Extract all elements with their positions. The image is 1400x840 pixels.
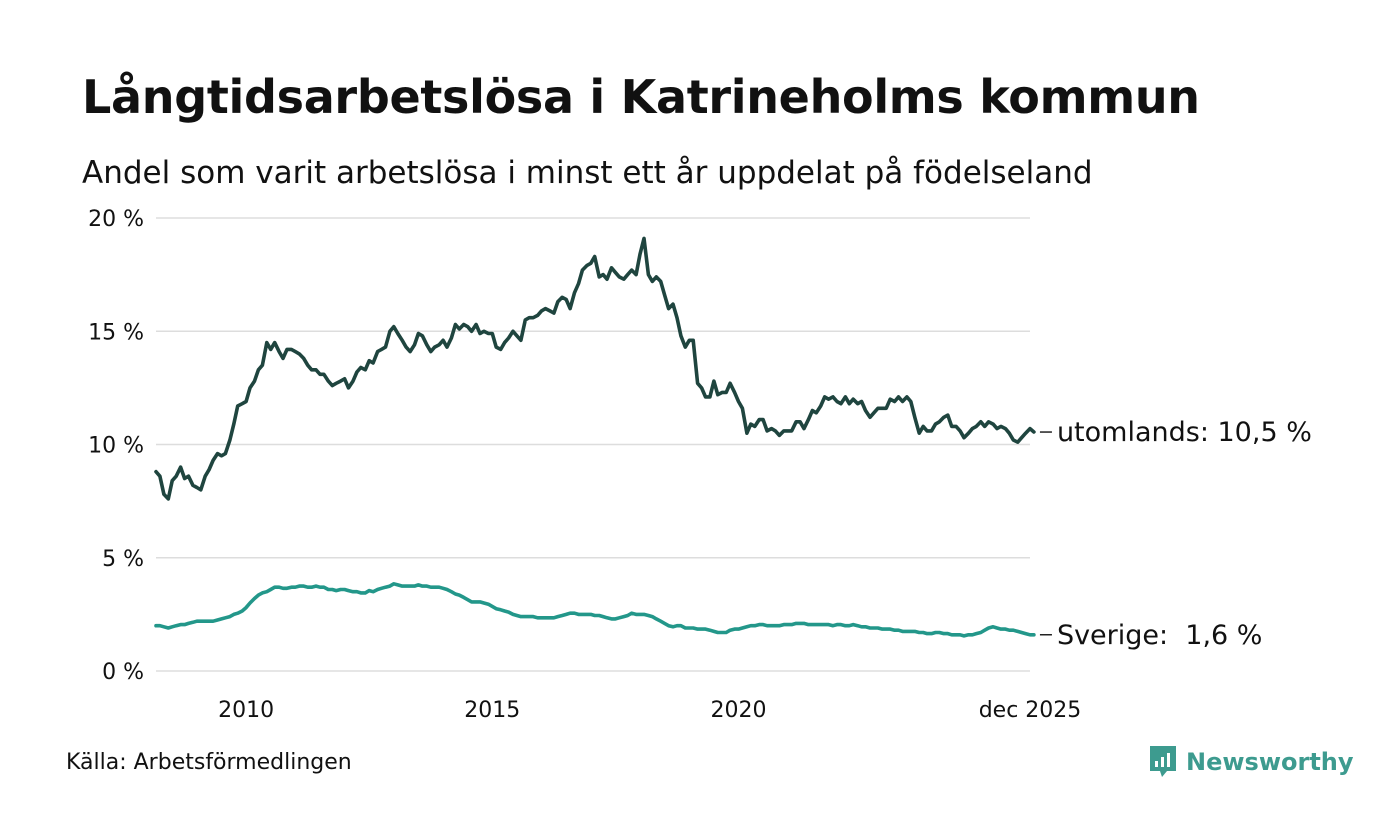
y-tick-label: 5 %: [102, 547, 144, 572]
grid-lines: [156, 217, 1030, 672]
y-tick-label: 10 %: [88, 434, 144, 459]
x-tick-label: dec 2025: [979, 698, 1082, 723]
series-line-utomlands: [154, 236, 1036, 501]
end-label-utomlands: utomlands: 10,5 %: [1057, 417, 1312, 448]
newsworthy-logo-icon: [1150, 746, 1176, 777]
y-tick-label: 20 %: [88, 207, 144, 232]
brand-logo: Newsworthy: [1148, 744, 1354, 780]
y-tick-label: 0 %: [102, 660, 144, 685]
chart-title: Långtidsarbetslösa i Katrineholms kommun: [82, 70, 1200, 124]
y-axis-ticks: 0 % 5 % 10 % 15 % 20 %: [88, 207, 144, 685]
end-label-sverige: Sverige: 1,6 %: [1057, 620, 1263, 651]
line-chart: 0 %5 %10 %15 %20 % 2010 2015 2020 dec 2025 …: [88, 207, 1312, 723]
source-note: Källa: Arbetsförmedlingen: [66, 750, 352, 775]
series-lines: [154, 236, 1036, 638]
brand-name: Newsworthy: [1186, 748, 1354, 776]
x-tick-label: 2015: [464, 698, 520, 723]
chart-subtitle: Andel som varit arbetslösa i minst ett å…: [82, 155, 1093, 191]
y-tick-label: 15 %: [88, 320, 144, 345]
x-tick-label: 2010: [218, 698, 274, 723]
x-tick-label: 2020: [711, 698, 767, 723]
series-line-sverige: [154, 582, 1036, 638]
x-axis-ticks: 2010 2015 2020 dec 2025: [218, 698, 1081, 723]
end-labels: utomlands: 10,5 % Sverige: 1,6 %: [1039, 417, 1312, 651]
